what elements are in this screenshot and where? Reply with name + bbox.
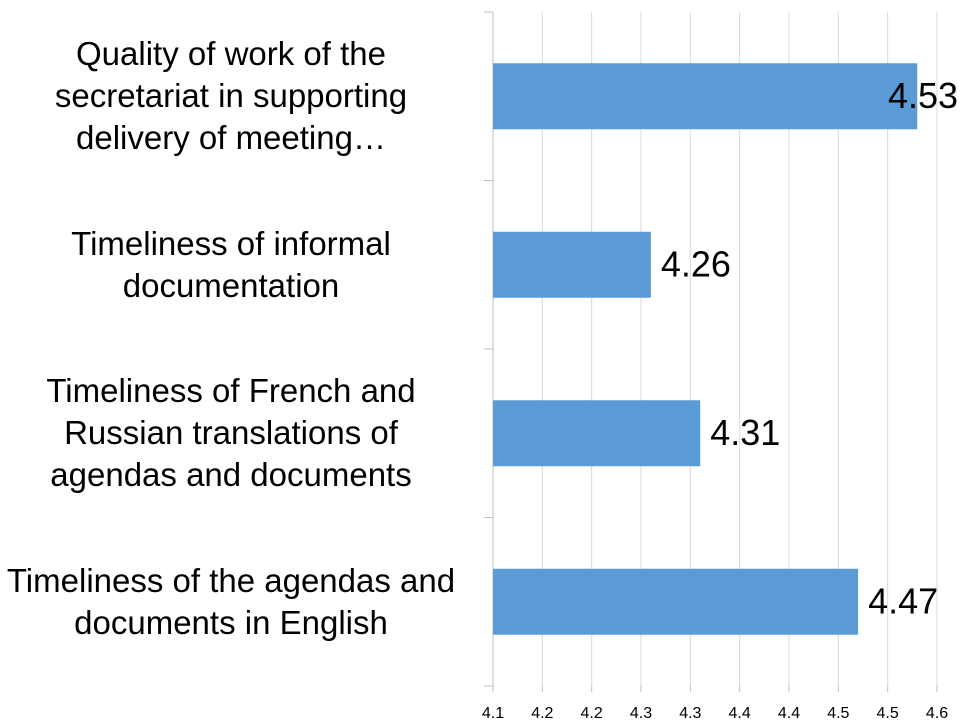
data-label: 4.47 [868,580,938,621]
bar [493,568,859,635]
x-tick-label: 4.4 [729,705,751,722]
x-tick-label: 4.2 [531,705,553,722]
data-label: 4.26 [661,243,731,284]
x-tick-label: 4.5 [827,705,849,722]
category-label: Timeliness of informal documentation [71,224,391,304]
bar [493,63,918,130]
x-tick-label: 4.3 [679,705,701,722]
category-label: Quality of work of the secretariat in su… [54,35,408,157]
x-tick-label: 4.1 [482,705,504,722]
x-tick-label: 4.5 [877,705,899,722]
x-tick-label: 4.4 [778,705,800,722]
bar [493,400,701,467]
bar [493,231,651,298]
x-tick-label: 4.2 [581,705,603,722]
x-tick-label: 4.6 [926,705,948,722]
data-label: 4.53 [888,75,958,116]
x-tick-label: 4.3 [630,705,652,722]
data-label: 4.31 [710,412,780,453]
category-label: Timeliness of the agendas and documents … [6,561,456,641]
category-label: Timeliness of French and Russian transla… [46,372,416,494]
